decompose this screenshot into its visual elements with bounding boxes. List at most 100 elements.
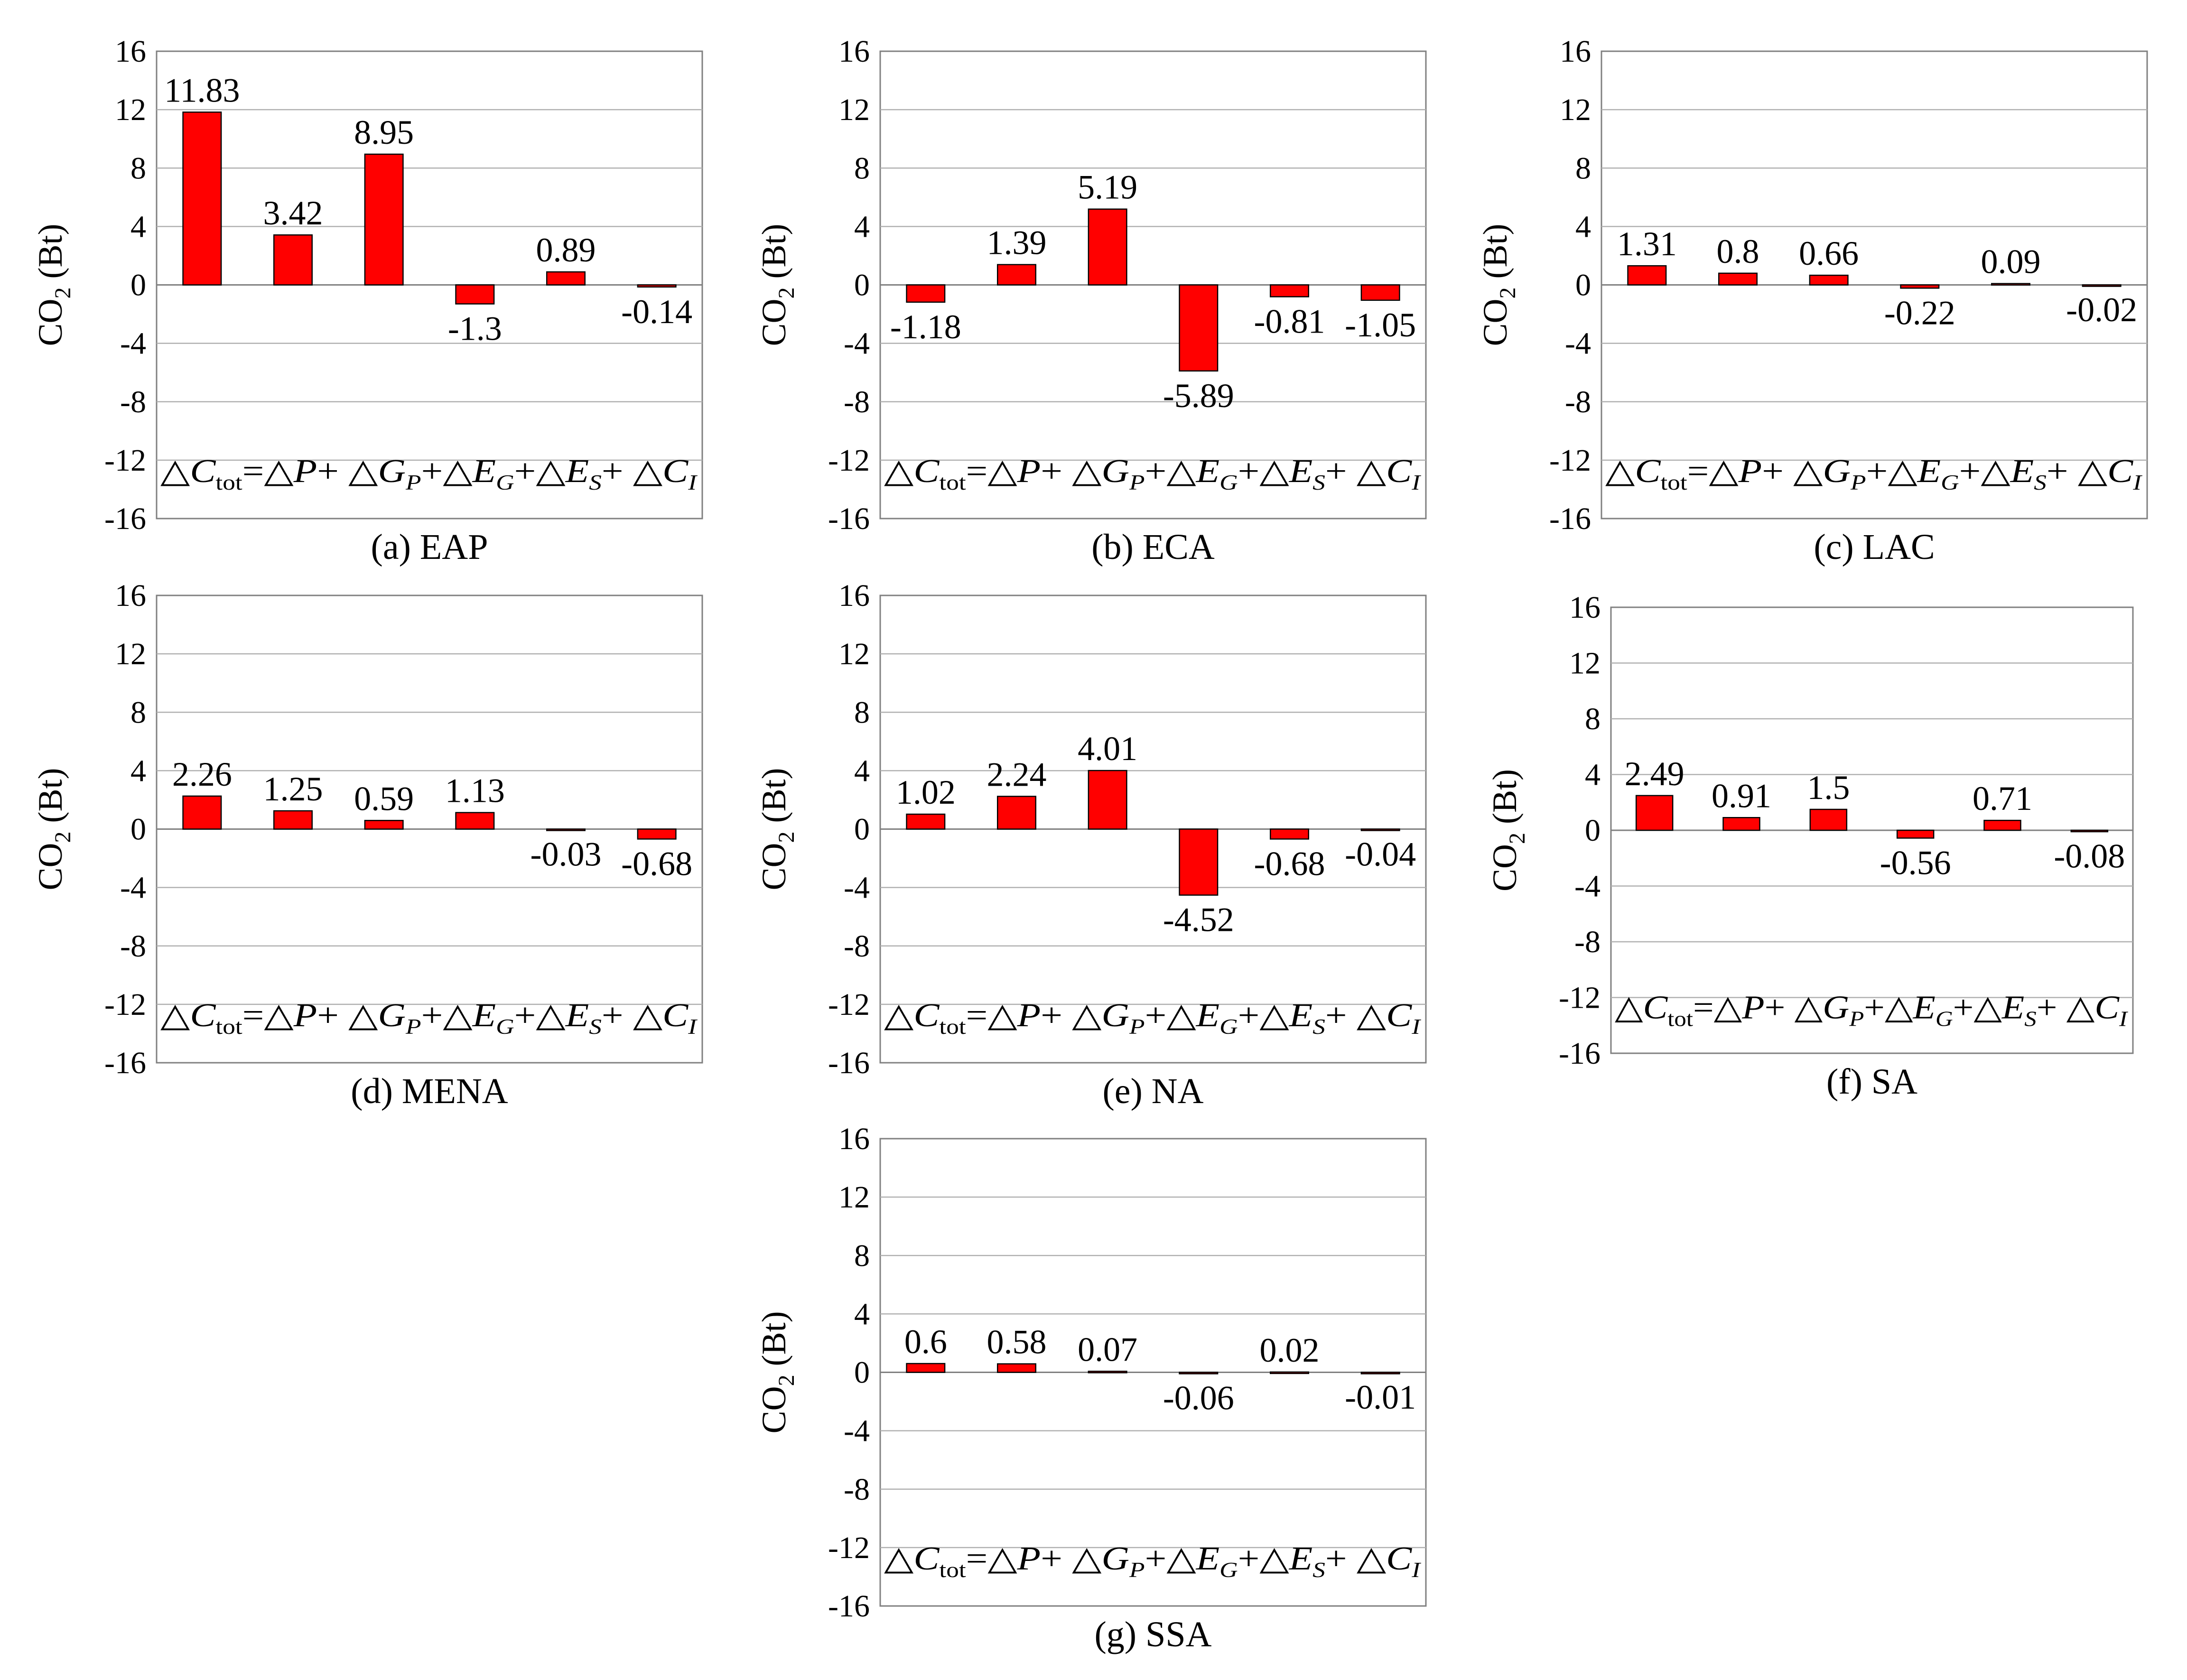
- bar: [1179, 284, 1219, 372]
- y-tick-label: -4: [1565, 326, 1591, 361]
- data-label: 4.01: [1078, 730, 1137, 768]
- y-tick-label: 16: [1560, 34, 1591, 69]
- y-tick-label: 0: [130, 268, 146, 303]
- y-tick-label: 4: [854, 1297, 870, 1331]
- data-label: -1.3: [448, 310, 502, 348]
- bar: [455, 284, 495, 305]
- y-tick-label: -16: [1549, 501, 1591, 536]
- data-label: 1.31: [1617, 225, 1677, 263]
- y-tick-label: -8: [844, 1472, 870, 1507]
- bar: [455, 812, 495, 830]
- data-label: 1.25: [263, 770, 323, 808]
- bar: [1991, 283, 2030, 286]
- data-label: 1.39: [987, 224, 1047, 262]
- bar: [637, 828, 677, 840]
- y-tick-label: -12: [104, 987, 146, 1022]
- y-tick-label: 8: [854, 151, 870, 186]
- data-label: -0.04: [1345, 835, 1416, 873]
- data-label: 2.26: [172, 755, 232, 793]
- y-tick-label: -12: [828, 443, 870, 478]
- y-tick-label: 0: [854, 268, 870, 303]
- y-tick-label: 12: [1569, 646, 1601, 681]
- bar: [1360, 1372, 1400, 1374]
- bar: [1718, 272, 1758, 286]
- y-tick-label: 12: [838, 93, 870, 127]
- y-tick-label: 0: [854, 1355, 870, 1390]
- y-tick-label: -4: [844, 871, 870, 905]
- y-tick-label: -8: [1565, 385, 1591, 419]
- y-tick-label: 8: [130, 695, 146, 730]
- bar: [1809, 274, 1849, 286]
- bar: [1088, 208, 1127, 286]
- data-label: 1.13: [445, 772, 505, 810]
- chart-panel-5: 16 12 8 4 0 -4 -8 -12 -16 CO2 (Bt) 1.02 2.24 4.01 -4.…: [755, 578, 1427, 1111]
- data-label: 1.5: [1807, 769, 1850, 807]
- bar: [997, 796, 1036, 830]
- y-tick-label: -16: [1559, 1036, 1601, 1071]
- bar: [1088, 770, 1127, 830]
- y-tick-label: 12: [115, 93, 146, 127]
- data-label: 1.02: [896, 773, 956, 811]
- y-tick-label: -8: [844, 385, 870, 419]
- bar: [906, 284, 946, 303]
- data-label: -0.01: [1345, 1378, 1416, 1416]
- data-label: 8.95: [354, 113, 414, 151]
- bar: [997, 1363, 1036, 1373]
- bar: [1270, 828, 1309, 840]
- y-tick-label: -16: [828, 501, 870, 536]
- bar: [997, 264, 1036, 286]
- data-label: 0.58: [987, 1323, 1047, 1361]
- bar: [273, 810, 313, 830]
- chart-panel-2: 16 12 8 4 0 -4 -8 -12 -16 CO2 (Bt) -1.18 1.39 5.19 -5…: [755, 34, 1427, 567]
- bar: [1360, 828, 1400, 831]
- chart-panel-6: 16 12 8 4 0 -4 -8 -12 -16 CO2 (Bt) 2.49 0.91 1.5 -0.5…: [1486, 590, 2134, 1102]
- y-tick-label: 16: [115, 578, 146, 613]
- data-label: 0.66: [1799, 234, 1859, 272]
- y-tick-label: 8: [130, 151, 146, 186]
- y-tick-label: 16: [115, 34, 146, 69]
- data-label: 0.02: [1260, 1331, 1320, 1369]
- bar: [1900, 284, 1940, 289]
- data-label: -0.68: [621, 845, 692, 882]
- data-label: 3.42: [263, 194, 323, 232]
- panel-caption: (b) ECA: [1091, 527, 1215, 567]
- y-tick-label: -8: [1574, 925, 1601, 959]
- y-tick-label: 12: [838, 637, 870, 671]
- bar: [364, 820, 404, 830]
- chart-panel-7: 16 12 8 4 0 -4 -8 -12 -16 CO2 (Bt) 0.6 0.58 0.07 -0.0…: [755, 1122, 1427, 1654]
- y-axis-label: CO2 (Bt): [31, 768, 75, 890]
- data-label: 0.07: [1078, 1330, 1137, 1368]
- chart-panel-3: 16 12 8 4 0 -4 -8 -12 -16 CO2 (Bt) 1.31 0.8 0.66 -0.2…: [1476, 34, 2148, 567]
- y-tick-label: -16: [828, 1046, 870, 1080]
- y-tick-label: -4: [844, 1414, 870, 1448]
- chart-panel-4: 16 12 8 4 0 -4 -8 -12 -16 CO2 (Bt) 2.26 1.25 0.59 1.1…: [31, 578, 703, 1111]
- y-tick-label: -12: [828, 987, 870, 1022]
- y-tick-label: -8: [120, 929, 146, 964]
- panel-caption: (f) SA: [1826, 1062, 1917, 1102]
- y-tick-label: 4: [854, 753, 870, 788]
- bar: [1722, 817, 1760, 831]
- y-tick-label: 4: [854, 209, 870, 244]
- y-tick-label: -8: [120, 385, 146, 419]
- data-label: -0.03: [530, 835, 602, 873]
- y-tick-label: -4: [1574, 869, 1601, 904]
- bar: [1179, 828, 1219, 896]
- y-tick-label: -8: [844, 929, 870, 964]
- data-label: -0.68: [1254, 845, 1325, 882]
- bar: [2070, 829, 2109, 833]
- bar: [906, 813, 946, 830]
- y-tick-label: 0: [1575, 268, 1591, 303]
- data-label: -5.89: [1163, 377, 1234, 415]
- y-tick-label: 4: [130, 209, 146, 244]
- bar: [1896, 829, 1935, 839]
- panel-caption: (a) EAP: [371, 527, 488, 567]
- y-tick-label: -12: [1549, 443, 1591, 478]
- panel-caption: (e) NA: [1102, 1071, 1203, 1111]
- y-tick-label: 0: [854, 812, 870, 847]
- data-label: -1.18: [890, 308, 961, 346]
- y-axis-label: CO2 (Bt): [755, 768, 799, 890]
